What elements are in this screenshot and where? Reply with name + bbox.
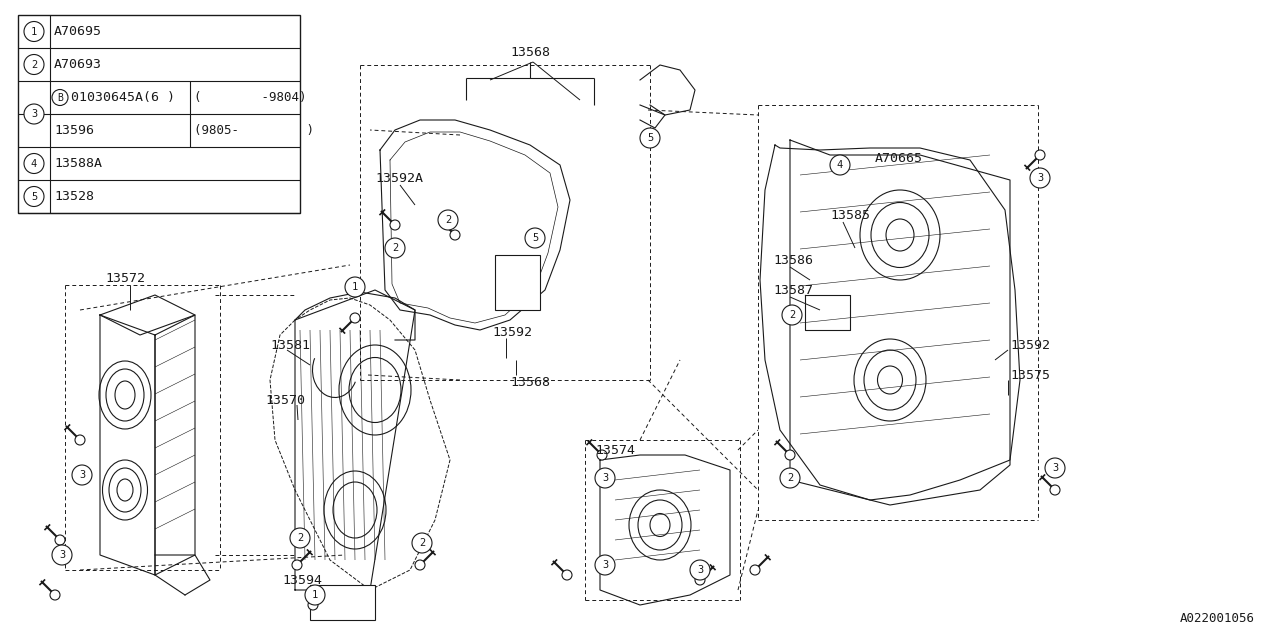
Text: 13574: 13574 [595, 444, 635, 456]
Text: 13572: 13572 [105, 271, 145, 285]
Circle shape [695, 575, 705, 585]
Circle shape [305, 585, 325, 605]
Text: 3: 3 [696, 565, 703, 575]
Circle shape [596, 450, 607, 460]
Text: 13568: 13568 [509, 45, 550, 58]
Circle shape [24, 54, 44, 74]
Circle shape [24, 186, 44, 207]
Text: 5: 5 [646, 133, 653, 143]
Circle shape [1050, 485, 1060, 495]
Text: 13588A: 13588A [54, 157, 102, 170]
Circle shape [55, 535, 65, 545]
Text: 3: 3 [31, 109, 37, 119]
Text: 01030645A(6 ): 01030645A(6 ) [70, 91, 175, 104]
Text: 13585: 13585 [829, 209, 870, 221]
Text: 13570: 13570 [265, 394, 305, 406]
Circle shape [640, 128, 660, 148]
Text: B: B [58, 93, 63, 102]
Text: 13592: 13592 [1010, 339, 1050, 351]
Text: (9805-         ): (9805- ) [195, 124, 314, 137]
Text: 3: 3 [59, 550, 65, 560]
Circle shape [780, 468, 800, 488]
Circle shape [750, 565, 760, 575]
Circle shape [562, 570, 572, 580]
Text: 13592: 13592 [492, 326, 532, 339]
Circle shape [72, 465, 92, 485]
Circle shape [346, 277, 365, 297]
Text: 13592A: 13592A [375, 172, 422, 184]
Text: A70695: A70695 [54, 25, 102, 38]
Text: 2: 2 [787, 473, 794, 483]
Circle shape [1036, 150, 1044, 160]
Text: 13587: 13587 [773, 284, 813, 296]
Text: 3: 3 [602, 473, 608, 483]
Text: 2: 2 [297, 533, 303, 543]
Circle shape [438, 210, 458, 230]
Text: 2: 2 [31, 60, 37, 70]
Circle shape [308, 600, 317, 610]
Circle shape [525, 228, 545, 248]
Circle shape [829, 155, 850, 175]
Text: 13528: 13528 [54, 190, 93, 203]
Text: 3: 3 [602, 560, 608, 570]
Circle shape [595, 468, 614, 488]
Text: 13586: 13586 [773, 253, 813, 266]
Text: A70665: A70665 [876, 152, 923, 164]
Text: 5: 5 [31, 191, 37, 202]
Circle shape [690, 560, 710, 580]
Circle shape [24, 154, 44, 173]
Circle shape [412, 533, 433, 553]
Text: 1: 1 [31, 26, 37, 36]
Text: 2: 2 [392, 243, 398, 253]
Circle shape [390, 220, 399, 230]
Bar [310, 585, 375, 620]
Text: 4: 4 [837, 160, 844, 170]
Circle shape [451, 230, 460, 240]
Text: 13594: 13594 [282, 573, 323, 586]
Text: 2: 2 [788, 310, 795, 320]
Bar [495, 255, 540, 310]
Text: 13581: 13581 [270, 339, 310, 351]
Text: 1: 1 [312, 590, 319, 600]
Text: 3: 3 [1037, 173, 1043, 183]
Circle shape [1030, 168, 1050, 188]
Text: 3: 3 [1052, 463, 1059, 473]
Text: 13575: 13575 [1010, 369, 1050, 381]
Text: 1: 1 [352, 282, 358, 292]
Circle shape [76, 435, 84, 445]
Circle shape [415, 560, 425, 570]
Circle shape [50, 590, 60, 600]
Text: A022001056: A022001056 [1180, 612, 1254, 625]
Circle shape [785, 450, 795, 460]
Circle shape [52, 545, 72, 565]
Text: 2: 2 [445, 215, 451, 225]
Circle shape [349, 313, 360, 323]
Circle shape [1044, 458, 1065, 478]
Circle shape [24, 22, 44, 42]
Circle shape [782, 305, 803, 325]
Circle shape [595, 555, 614, 575]
Bar [18, 15, 300, 213]
Text: (        -9804): ( -9804) [195, 91, 306, 104]
Circle shape [385, 238, 404, 258]
Text: 5: 5 [532, 233, 538, 243]
Circle shape [52, 90, 68, 106]
Text: 4: 4 [31, 159, 37, 168]
Text: 2: 2 [419, 538, 425, 548]
Circle shape [24, 104, 44, 124]
Circle shape [292, 560, 302, 570]
Text: A70693: A70693 [54, 58, 102, 71]
Text: 13596: 13596 [54, 124, 93, 137]
Text: 3: 3 [79, 470, 86, 480]
Text: 13568: 13568 [509, 376, 550, 388]
Circle shape [291, 528, 310, 548]
